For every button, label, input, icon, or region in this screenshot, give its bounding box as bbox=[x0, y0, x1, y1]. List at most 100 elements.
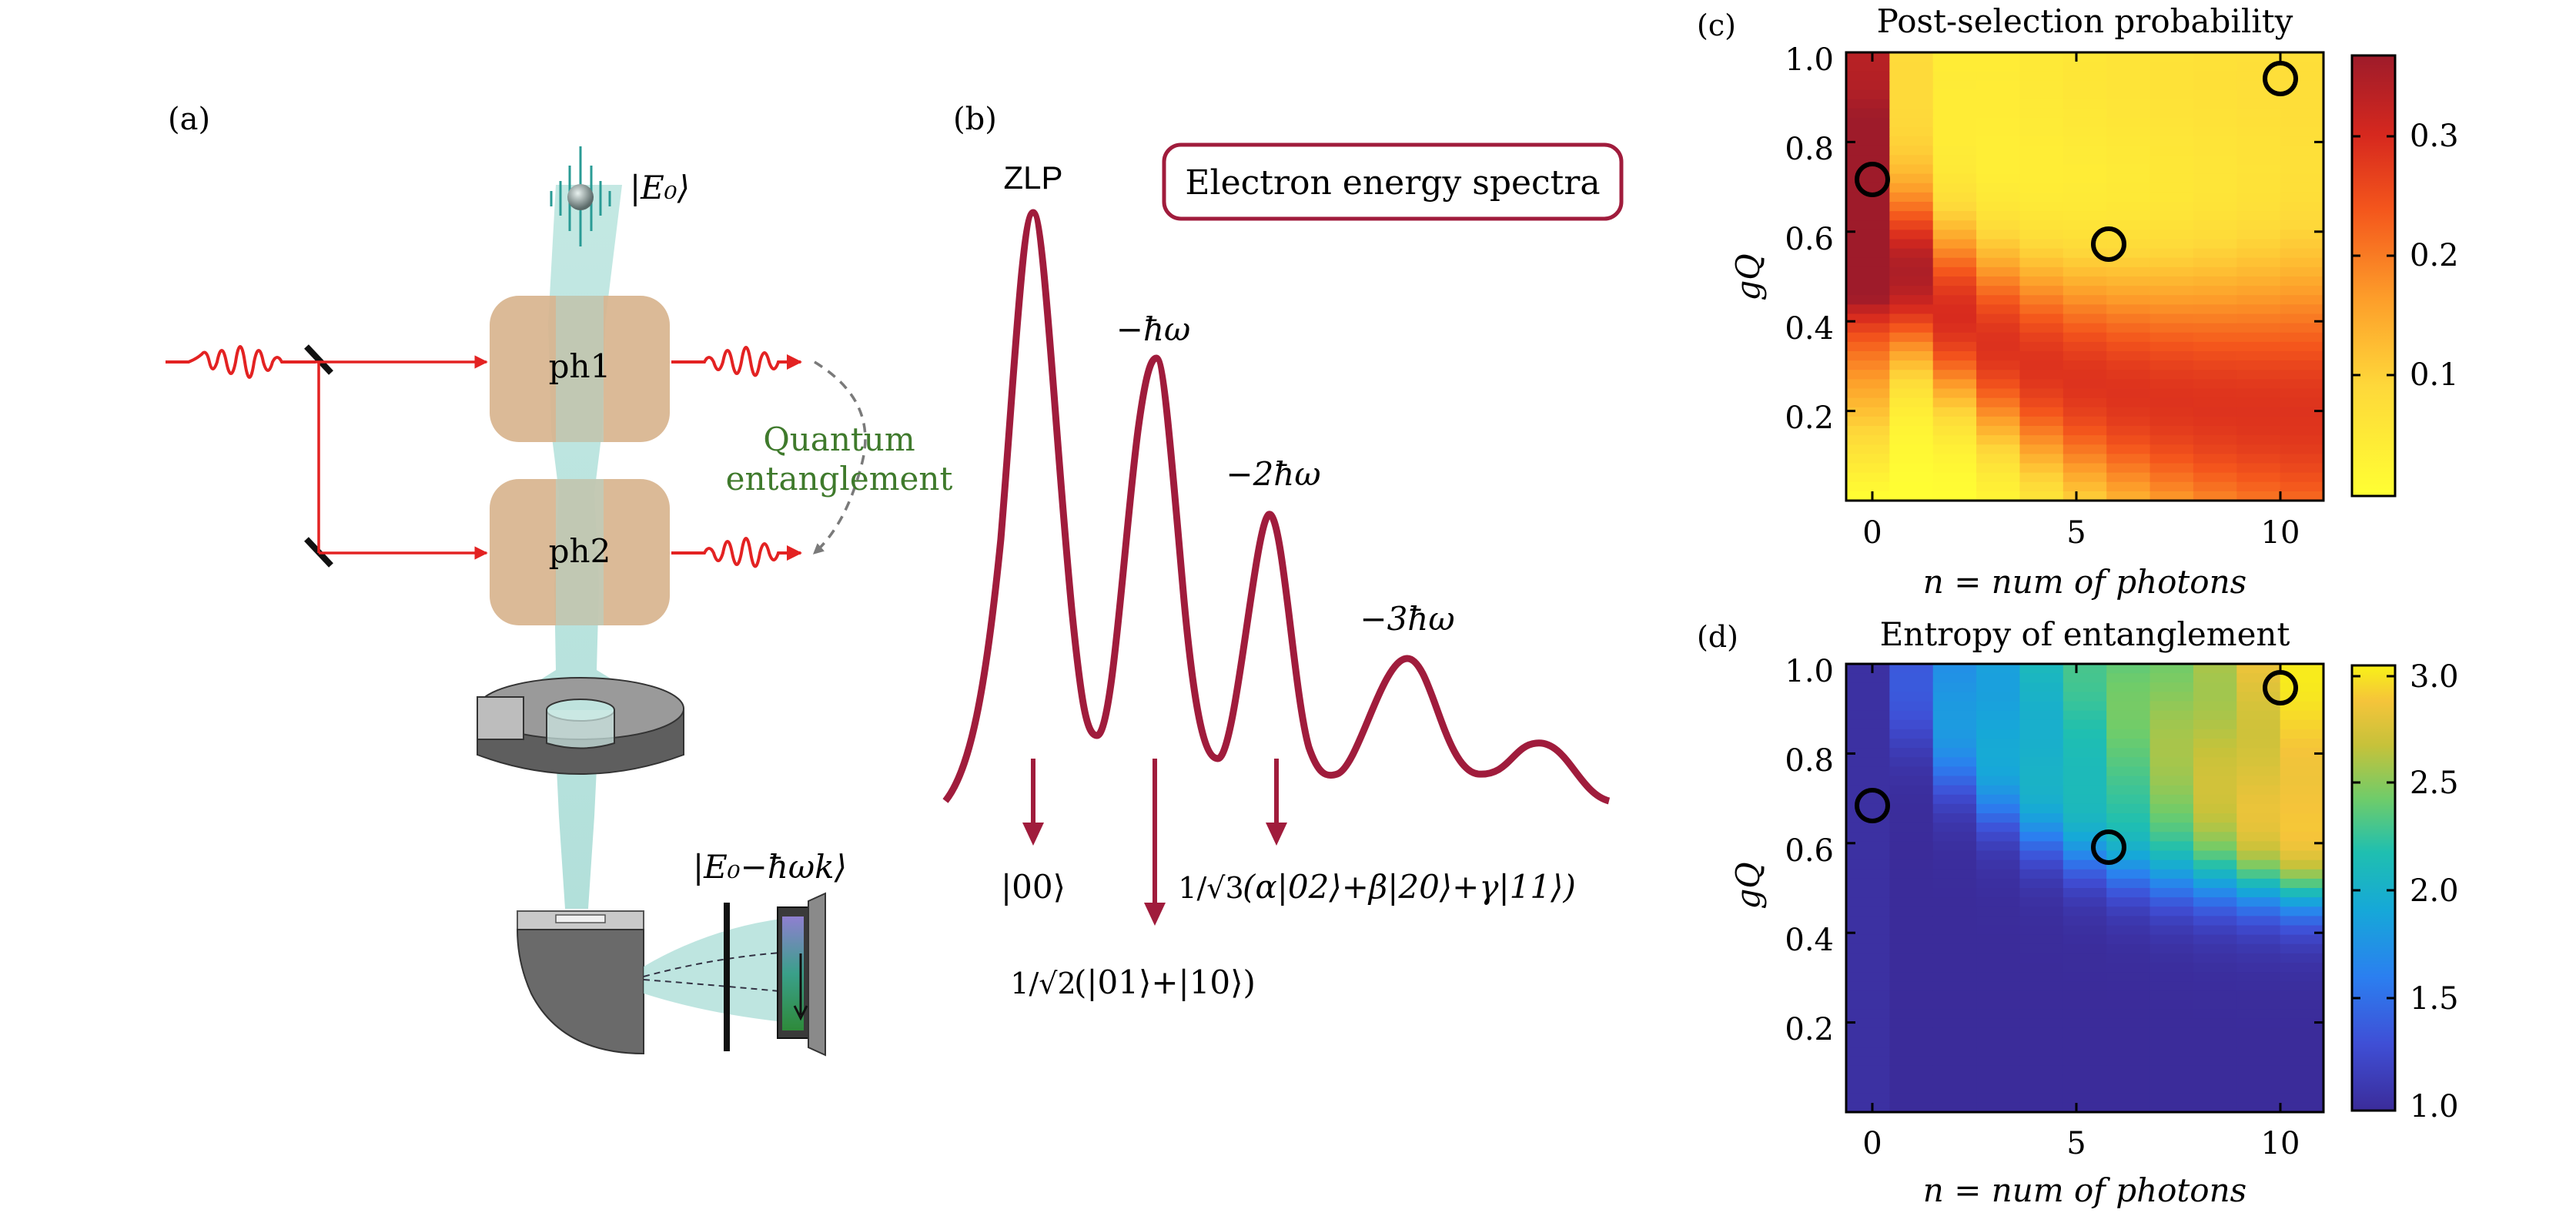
heatmap-cell bbox=[2106, 146, 2151, 156]
heatmap-cell bbox=[1976, 832, 2021, 842]
heatmap-cell bbox=[2062, 89, 2107, 100]
heatmap-cell bbox=[2149, 785, 2194, 796]
heatmap-cell bbox=[2062, 286, 2107, 296]
heatmap-cell bbox=[2193, 1065, 2237, 1076]
heatmap-cell bbox=[1976, 673, 2021, 683]
heatmap-cell bbox=[1976, 286, 2021, 296]
heatmap-cell bbox=[1889, 972, 1934, 982]
heatmap-cell bbox=[1889, 397, 1934, 408]
heatmap-cell bbox=[1976, 351, 2021, 361]
input-laser-pulse bbox=[166, 345, 316, 379]
heatmap-cell bbox=[1889, 52, 1934, 62]
heatmap-cell bbox=[2236, 897, 2281, 907]
heatmap-cell bbox=[1932, 332, 1977, 343]
heatmap-cell bbox=[2106, 963, 2151, 973]
heatmap-cell bbox=[2106, 1102, 2151, 1113]
heatmap-cell bbox=[2236, 785, 2281, 796]
heatmap-cell bbox=[2149, 173, 2194, 184]
heatmap-cell bbox=[2149, 444, 2194, 454]
heatmap-cell bbox=[1846, 981, 1890, 991]
heatmap-cell bbox=[2149, 963, 2194, 973]
heatmap-cell bbox=[2062, 435, 2107, 445]
heatmap-cell bbox=[1932, 379, 1977, 390]
heatmap-cell bbox=[1932, 925, 1977, 936]
heatmap-cell bbox=[1932, 62, 1977, 72]
heatmap-cell bbox=[2106, 1084, 2151, 1094]
heatmap-cell bbox=[1932, 127, 1977, 137]
heatmap-cell bbox=[1976, 1084, 2021, 1094]
heatmap-cell bbox=[2149, 897, 2194, 907]
heatmap-cell bbox=[1976, 155, 2021, 166]
heatmap-cell bbox=[2193, 435, 2237, 445]
heatmap-cell bbox=[1846, 692, 1890, 702]
heatmap-cell bbox=[2149, 803, 2194, 814]
heatmap-cell bbox=[2236, 1084, 2281, 1094]
heatmap-cell bbox=[2062, 739, 2107, 749]
heatmap-cell bbox=[1932, 136, 1977, 146]
heatmap-cell bbox=[2106, 397, 2151, 408]
heatmap-cell bbox=[2149, 794, 2194, 805]
heatmap-cell bbox=[2019, 897, 2064, 907]
heatmap-cell bbox=[2019, 351, 2064, 361]
heatmap-cell bbox=[2062, 463, 2107, 474]
heatmap-cell bbox=[2062, 664, 2107, 674]
heatmap-cell bbox=[2062, 370, 2107, 380]
heatmap-cell bbox=[1889, 491, 1934, 501]
heatmap-cell bbox=[1932, 52, 1977, 62]
heatmap-cell bbox=[2062, 80, 2107, 91]
heatmap-cell bbox=[2149, 701, 2194, 712]
heatmap-cell bbox=[2236, 164, 2281, 175]
heatmap-cell bbox=[2193, 416, 2237, 427]
heatmap-cell bbox=[1932, 878, 1977, 889]
panel-c-xlabel: n = num of photons bbox=[1923, 563, 2246, 601]
heatmap-cell bbox=[2149, 491, 2194, 501]
heatmap-cell bbox=[1976, 943, 2021, 954]
heatmap-cell bbox=[2149, 463, 2194, 474]
heatmap-cell bbox=[2019, 701, 2064, 712]
heatmap-cell bbox=[2019, 878, 2064, 889]
heatmap-cell bbox=[2019, 1037, 2064, 1047]
heatmap-cell bbox=[1976, 220, 2021, 230]
heatmap-cell bbox=[2149, 99, 2194, 109]
heatmap-cell bbox=[2106, 155, 2151, 166]
heatmap-cell bbox=[2149, 379, 2194, 390]
heatmap-cell bbox=[2193, 146, 2237, 156]
heatmap-cell bbox=[1846, 416, 1890, 427]
heatmap-cell bbox=[2106, 295, 2151, 305]
heatmap-cell bbox=[1889, 295, 1934, 305]
heatmap-cell bbox=[2149, 1018, 2194, 1029]
heatmap-cell bbox=[1976, 1056, 2021, 1066]
heatmap-cell bbox=[2106, 257, 2151, 268]
heatmap-cell bbox=[2193, 313, 2237, 324]
panel-d-xtick-5: 5 bbox=[2066, 1126, 2086, 1161]
heatmap-cell bbox=[2149, 739, 2194, 749]
heatmap-cell bbox=[1976, 89, 2021, 100]
heatmap-cell bbox=[2106, 211, 2151, 221]
heatmap-cell bbox=[1889, 62, 1934, 72]
heatmap-cell bbox=[2236, 1018, 2281, 1029]
heatmap-cell bbox=[2062, 990, 2107, 1001]
heatmap-cell bbox=[1889, 841, 1934, 852]
heatmap-cell bbox=[1846, 1009, 1890, 1020]
heatmap-cell bbox=[2019, 202, 2064, 212]
heatmap-cell bbox=[2062, 906, 2107, 916]
heatmap-cell bbox=[2193, 719, 2237, 730]
heatmap-cell bbox=[2236, 841, 2281, 852]
heatmap-cell bbox=[2106, 351, 2151, 361]
heatmap-cell bbox=[1846, 673, 1890, 683]
spectra-title-box bbox=[1162, 142, 1624, 221]
panel-d-xlabel: n = num of photons bbox=[1923, 1171, 2246, 1209]
heatmap-cell bbox=[1889, 925, 1934, 936]
heatmap-cell bbox=[2019, 859, 2064, 870]
heatmap-cell bbox=[1932, 155, 1977, 166]
peak-1-label: −ħω bbox=[1116, 310, 1191, 348]
heatmap-cell bbox=[2193, 748, 2237, 758]
electron-ball bbox=[567, 184, 594, 210]
heatmap-cell bbox=[2193, 888, 2237, 898]
heatmap-cell bbox=[1932, 972, 1977, 982]
heatmap-cell bbox=[2280, 341, 2324, 352]
heatmap-cell bbox=[2062, 444, 2107, 454]
heatmap-cell bbox=[2062, 776, 2107, 786]
heatmap-cell bbox=[2193, 1102, 2237, 1113]
heatmap-cell bbox=[2149, 953, 2194, 963]
